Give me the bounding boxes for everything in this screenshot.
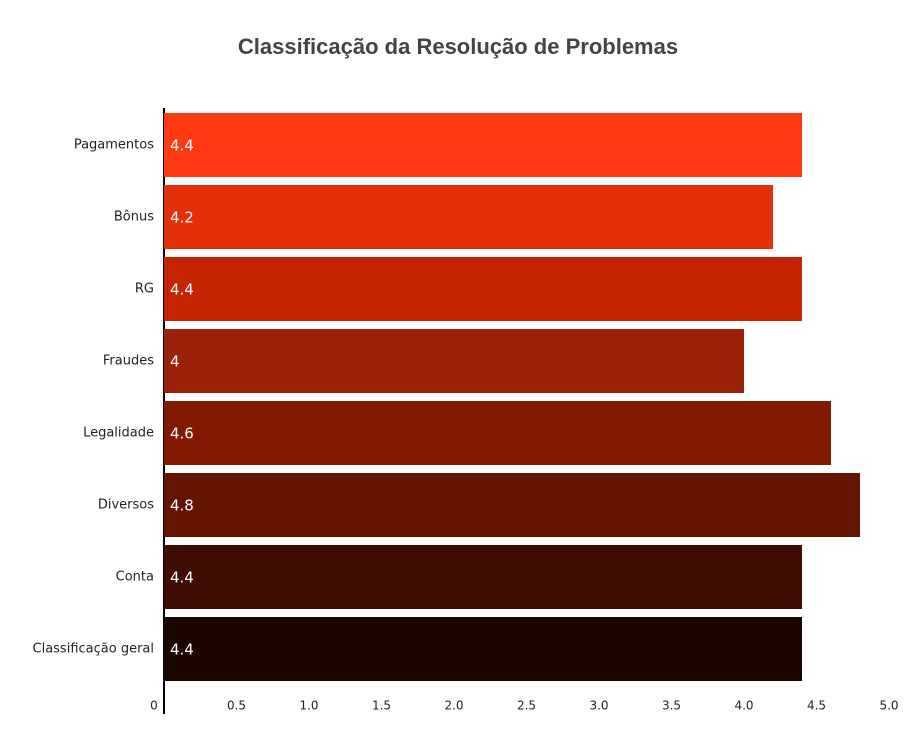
value-label: 4.4	[170, 641, 194, 659]
value-label: 4.4	[170, 281, 194, 299]
x-tick-label: 3.5	[662, 699, 681, 713]
value-label: 4.4	[170, 137, 194, 155]
y-tick-label: Bônus	[114, 210, 154, 225]
value-label: 4	[170, 353, 180, 371]
bar	[164, 401, 831, 465]
x-tick-label: 5.0	[879, 699, 898, 713]
x-tick-label: 1.0	[299, 699, 318, 713]
y-tick-label: RG	[135, 282, 154, 297]
value-label: 4.6	[170, 425, 194, 443]
x-tick-label: 0.5	[227, 699, 246, 713]
x-tick-label: 0	[150, 699, 158, 713]
y-tick-label: Pagamentos	[74, 138, 154, 153]
value-label: 4.2	[170, 209, 194, 227]
x-tick-label: 1.5	[372, 699, 391, 713]
x-tick-label: 4.5	[807, 699, 826, 713]
x-tick-label: 4.0	[734, 699, 753, 713]
bar	[164, 617, 802, 681]
y-tick-label: Fraudes	[103, 354, 154, 369]
bar	[164, 545, 802, 609]
y-tick-label: Conta	[116, 570, 154, 585]
x-tick-label: 2.0	[444, 699, 463, 713]
bar	[164, 257, 802, 321]
bar	[164, 113, 802, 177]
y-tick-label: Classificação geral	[33, 642, 155, 657]
bar	[164, 329, 744, 393]
x-tick-label: 2.5	[517, 699, 536, 713]
value-label: 4.4	[170, 569, 194, 587]
x-tick-label: 3.0	[589, 699, 608, 713]
y-tick-label: Diversos	[98, 498, 154, 513]
chart-title: Classificação da Resolução de Problemas	[238, 34, 678, 59]
bar	[164, 473, 860, 537]
y-tick-label: Legalidade	[83, 426, 154, 441]
value-label: 4.8	[170, 497, 194, 515]
bar	[164, 185, 773, 249]
